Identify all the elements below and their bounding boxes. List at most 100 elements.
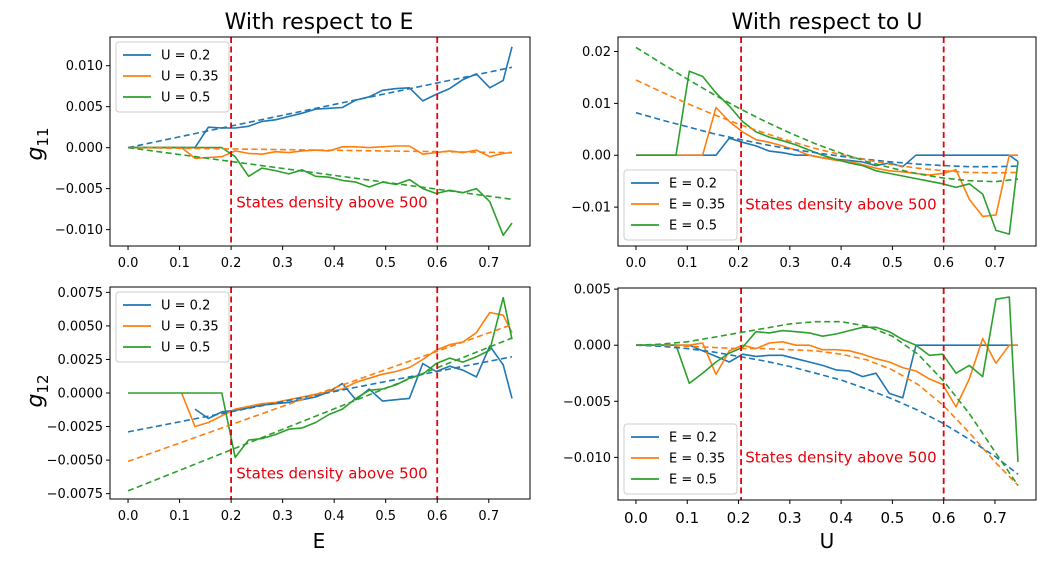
x-tick-label: 0.5 bbox=[880, 509, 904, 527]
y-tick-label: −0.010 bbox=[563, 451, 611, 466]
subplots: 0.0 0.1 0.2 0.3 0.4 0.5 0.6 0.7 0.010 0.005 0.000 −… bbox=[47, 36, 1037, 527]
series-line-u-0-2-fit bbox=[127, 66, 513, 149]
x-tick-label: 0.2 bbox=[221, 256, 242, 271]
x-tick-label: 0.1 bbox=[677, 256, 698, 271]
legend-label: E = 0.5 bbox=[669, 473, 717, 488]
y-tick-label: 0.000 bbox=[574, 339, 611, 354]
density-annotation: States density above 500 bbox=[236, 194, 427, 212]
x-tick-label: 0.2 bbox=[728, 256, 749, 271]
y-tick-label: −0.005 bbox=[55, 182, 103, 197]
y-tick-label: 0.005 bbox=[66, 100, 103, 115]
series-line-u-0-2-fit bbox=[127, 356, 513, 433]
series-line-u-0-2 bbox=[194, 345, 513, 420]
x-tick-label: 0.4 bbox=[831, 256, 852, 271]
x-tick-label: 0.1 bbox=[169, 509, 190, 524]
x-tick-label: 0.4 bbox=[324, 509, 345, 524]
y-tick-label: −0.010 bbox=[55, 223, 103, 238]
x-tick-label: 0.5 bbox=[882, 256, 903, 271]
legend-label: U = 0.2 bbox=[161, 299, 210, 314]
legend: U = 0.2 U = 0.35 U = 0.5 bbox=[115, 41, 230, 113]
x-tick-label: 0.3 bbox=[272, 256, 293, 271]
x-tick-label: 0.5 bbox=[375, 509, 396, 524]
y-tick-label: 0.010 bbox=[66, 59, 103, 74]
legend-label: E = 0.35 bbox=[669, 198, 725, 213]
series-line-e-0-5 bbox=[636, 296, 1019, 462]
x-tick-label: 0.5 bbox=[375, 256, 396, 271]
series-line-u-0-5-fit bbox=[127, 337, 513, 492]
legend-label: U = 0.2 bbox=[161, 49, 210, 64]
y-tick-label: 0.0000 bbox=[58, 387, 104, 402]
plot-area bbox=[127, 37, 513, 246]
subplot-1: 0.0 0.1 0.2 0.3 0.4 0.5 0.6 0.7 0.010 0.005 0.000 −… bbox=[55, 36, 531, 271]
y-tick-label: −0.0025 bbox=[47, 420, 103, 435]
x-tick-label: 0.3 bbox=[272, 509, 293, 524]
axes-frame bbox=[109, 286, 531, 500]
column-title-e: With respect to E bbox=[225, 10, 414, 35]
axes-frame bbox=[109, 36, 531, 247]
axes-frame bbox=[617, 287, 1037, 501]
subplot-4: 0.0 0.1 0.2 0.3 0.4 0.5 0.6 0.7 0.005 0.000 −0.005… bbox=[563, 283, 1037, 527]
subplot-3: 0.0 0.1 0.2 0.3 0.4 0.5 0.6 0.7 0.0075 0.0050 0.00… bbox=[47, 286, 531, 524]
density-annotation: States density above 500 bbox=[745, 448, 936, 466]
x-tick-label: 0.0 bbox=[624, 509, 648, 527]
x-tick-label: 0.4 bbox=[829, 509, 853, 527]
legend-label: U = 0.5 bbox=[161, 91, 210, 106]
x-tick-label: 0.6 bbox=[427, 256, 448, 271]
x-tick-label: 0.6 bbox=[932, 509, 956, 527]
x-tick-label: 0.2 bbox=[221, 509, 242, 524]
legend-label: U = 0.35 bbox=[161, 70, 219, 85]
legend-label: U = 0.35 bbox=[161, 320, 219, 335]
x-tick-label: 0.6 bbox=[427, 509, 448, 524]
y-tick-label: 0.00 bbox=[582, 149, 611, 164]
y-tick-label: −0.01 bbox=[571, 201, 611, 216]
series-line-e-0-35-fit bbox=[635, 79, 1019, 174]
series-line-e-0-2-fit bbox=[635, 111, 1019, 168]
series-line-u-0-35-fit bbox=[127, 323, 513, 463]
legend-box bbox=[115, 291, 230, 363]
x-tick-label: 0.1 bbox=[675, 509, 699, 527]
legend-label: U = 0.5 bbox=[161, 341, 210, 356]
series-line-e-0-5-fit bbox=[635, 320, 1019, 486]
y-tick-label: −0.005 bbox=[563, 395, 611, 410]
density-annotation: States density above 500 bbox=[236, 465, 427, 483]
x-tick-label: 0.2 bbox=[727, 509, 751, 527]
legend-label: E = 0.2 bbox=[669, 431, 717, 446]
legend-label: E = 0.2 bbox=[669, 177, 717, 192]
density-annotation: States density above 500 bbox=[745, 196, 936, 214]
x-axis-label-u: U bbox=[820, 529, 835, 553]
y-tick-label: 0.005 bbox=[574, 283, 611, 298]
y-tick-label: 0.02 bbox=[582, 45, 611, 60]
axes-frame bbox=[617, 36, 1037, 247]
series-line-e-0-35 bbox=[636, 106, 1018, 218]
subplot-2: 0.0 0.1 0.2 0.3 0.4 0.5 0.6 0.7 0.02 0.01 0.00 −0.0… bbox=[571, 36, 1037, 271]
series-line-u-0-5 bbox=[128, 296, 513, 459]
y-tick-label: 0.000 bbox=[66, 141, 103, 156]
y-tick-label: 0.0050 bbox=[58, 319, 104, 334]
legend-box bbox=[623, 423, 738, 495]
x-axis-label-e: E bbox=[313, 529, 326, 553]
x-tick-label: 0.6 bbox=[933, 256, 954, 271]
series-line-e-0-2 bbox=[636, 344, 1018, 399]
x-tick-label: 0.7 bbox=[478, 256, 499, 271]
column-title-u: With respect to U bbox=[732, 10, 923, 35]
x-tick-label: 0.4 bbox=[324, 256, 345, 271]
plot-area bbox=[635, 37, 1019, 246]
legend-label: E = 0.5 bbox=[669, 219, 717, 234]
series-line-u-0-5-fit bbox=[127, 146, 513, 201]
legend-box bbox=[115, 41, 230, 113]
x-tick-label: 0.7 bbox=[985, 256, 1006, 271]
x-tick-label: 0.0 bbox=[118, 509, 139, 524]
y-tick-label: 0.01 bbox=[582, 97, 611, 112]
legend-box bbox=[623, 169, 738, 241]
series-line-e-0-35-fit bbox=[636, 344, 1019, 486]
y-tick-label: 0.0075 bbox=[58, 286, 104, 301]
x-tick-label: 0.7 bbox=[478, 509, 499, 524]
x-tick-label: 0.0 bbox=[118, 256, 139, 271]
series-line-e-0-5 bbox=[636, 70, 1019, 235]
x-tick-label: 0.0 bbox=[626, 256, 647, 271]
legend: E = 0.2 E = 0.35 E = 0.5 bbox=[623, 169, 738, 241]
x-tick-label: 0.1 bbox=[169, 256, 190, 271]
series-line-e-0-2-fit bbox=[635, 344, 1019, 475]
plot-area bbox=[127, 287, 513, 499]
